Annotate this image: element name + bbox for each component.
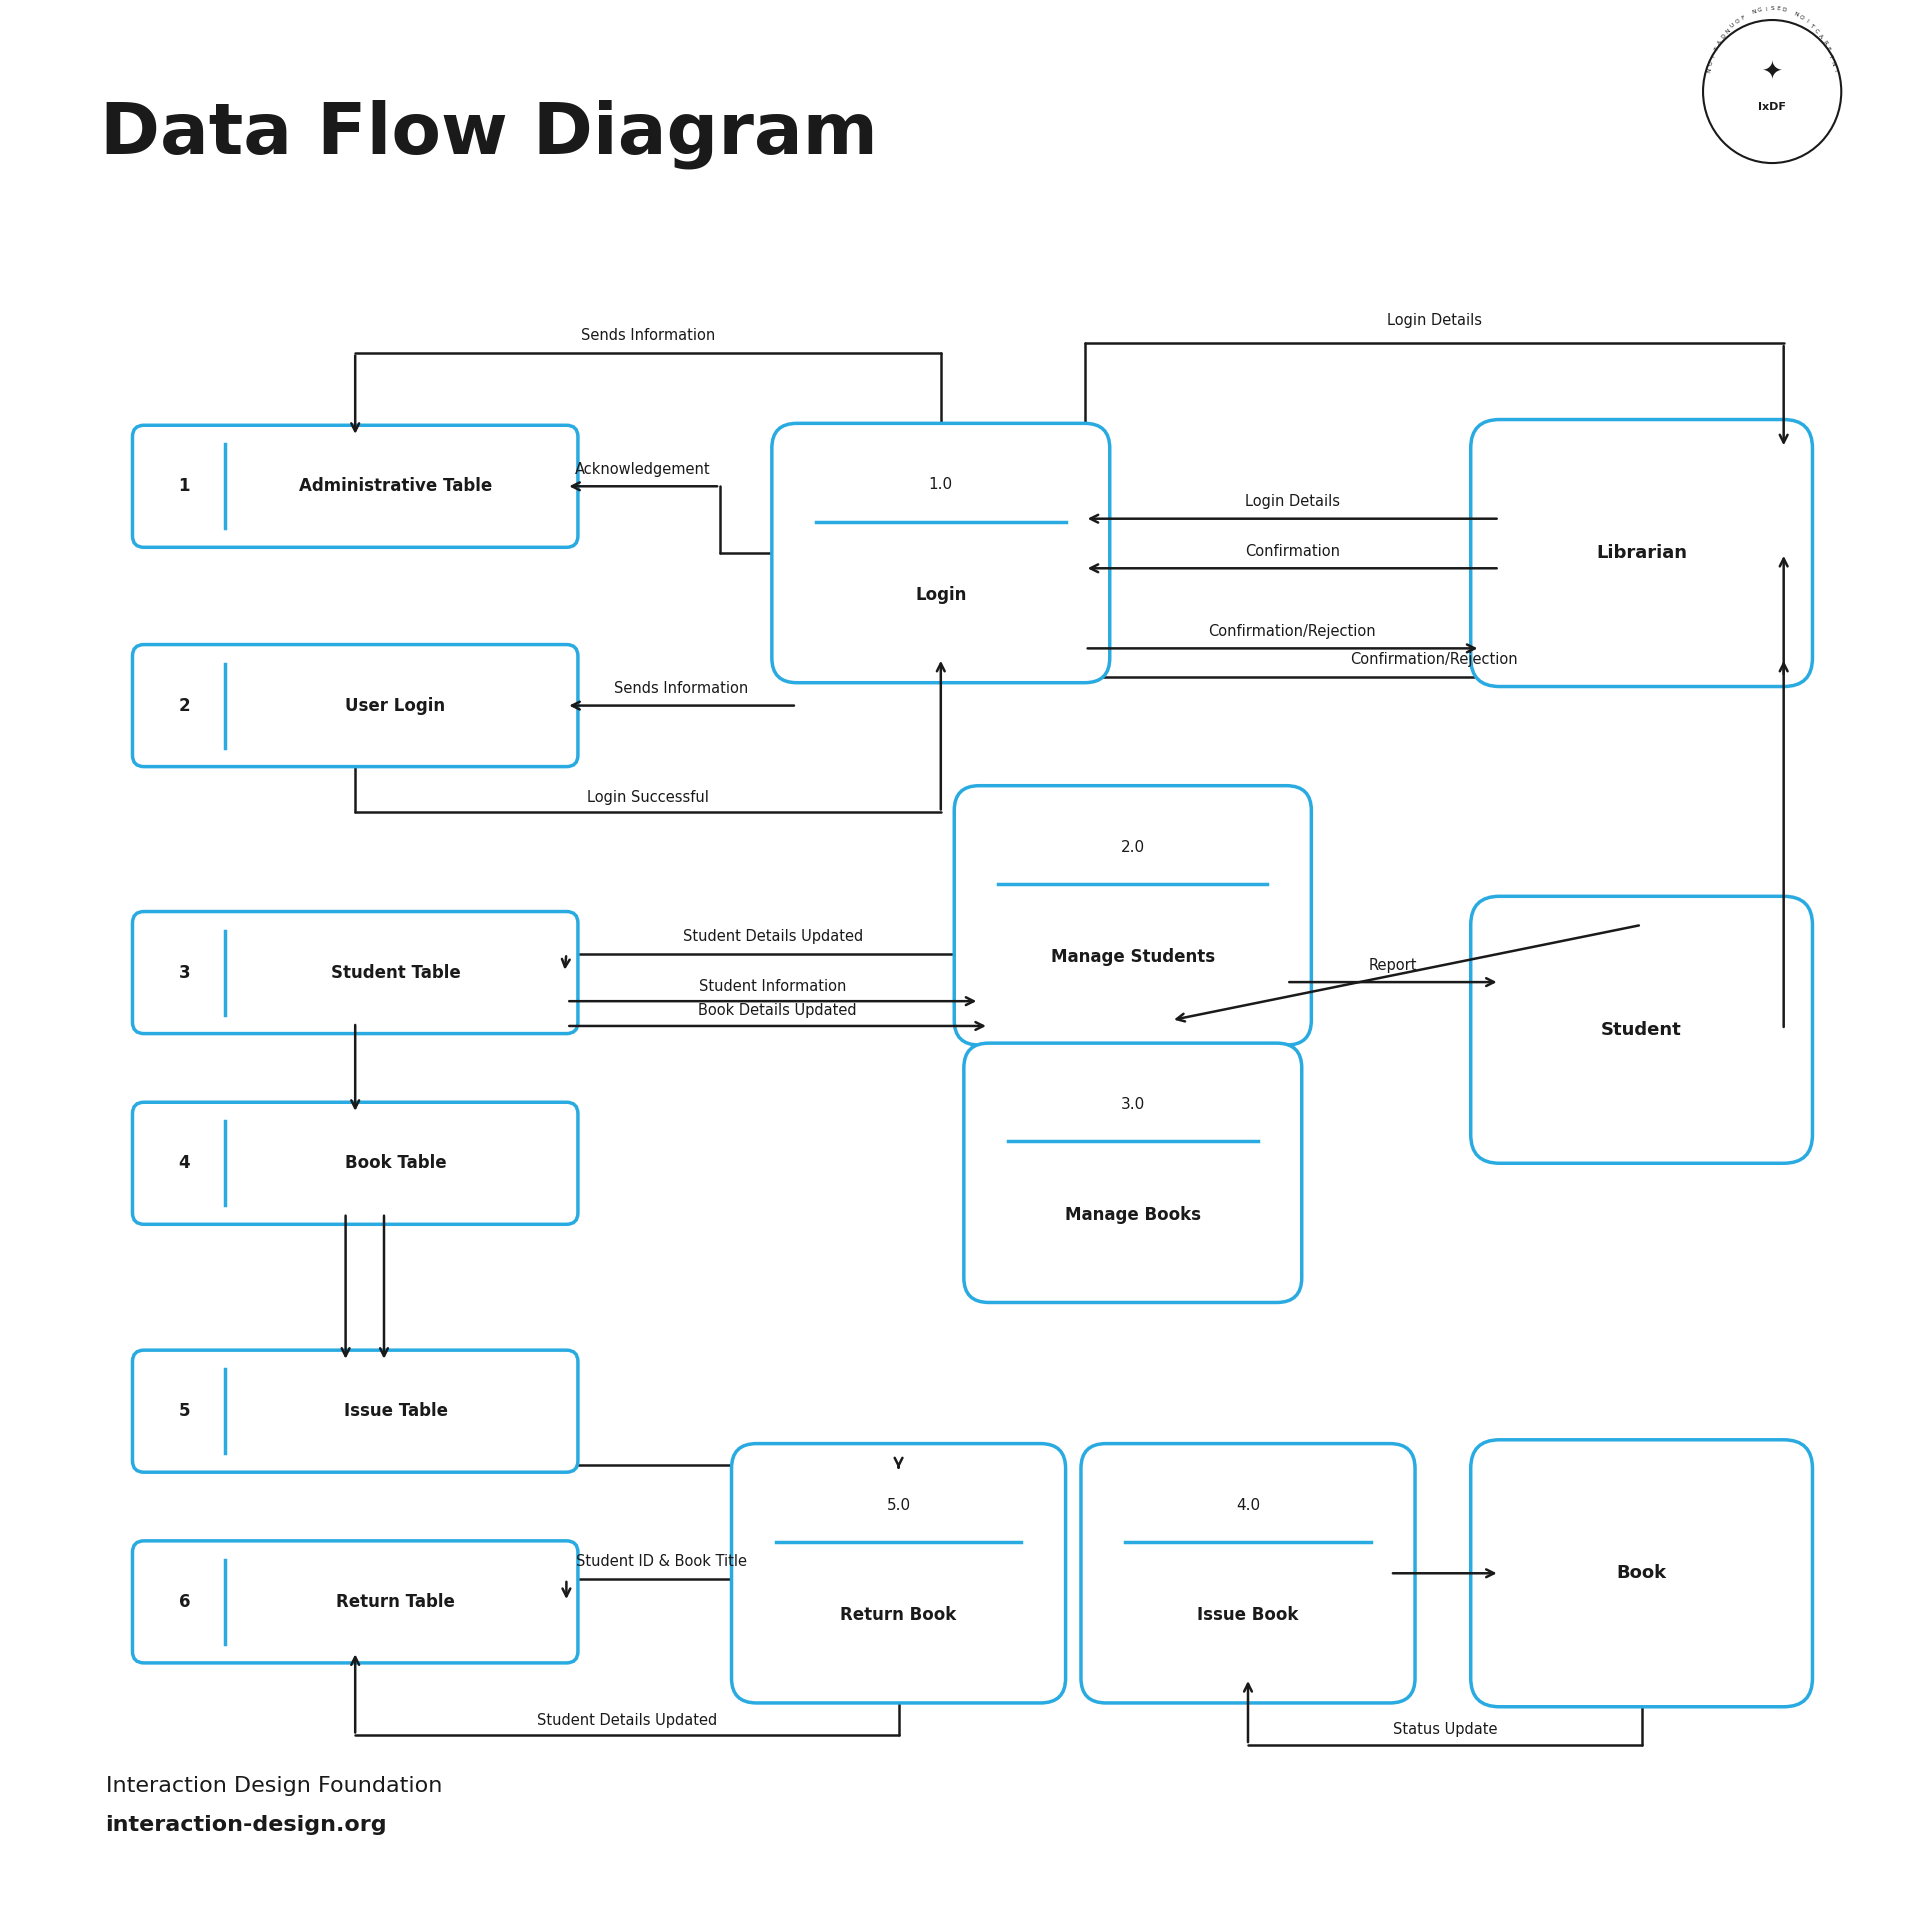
- Text: Administrative Table: Administrative Table: [300, 477, 492, 496]
- FancyBboxPatch shape: [1471, 420, 1812, 687]
- Text: Student Details Updated: Student Details Updated: [684, 929, 862, 944]
- Text: N: N: [1830, 61, 1836, 67]
- Text: Report: Report: [1369, 957, 1417, 973]
- Text: T: T: [1713, 46, 1720, 51]
- Text: Interaction Design Foundation: Interaction Design Foundation: [106, 1777, 442, 1796]
- FancyBboxPatch shape: [772, 423, 1110, 683]
- Text: Confirmation: Confirmation: [1244, 543, 1340, 559]
- FancyBboxPatch shape: [132, 1102, 578, 1224]
- Text: ✦: ✦: [1763, 61, 1782, 84]
- Text: Login Details: Login Details: [1244, 494, 1340, 509]
- Text: E: E: [1824, 46, 1832, 51]
- Text: T: T: [1809, 23, 1814, 29]
- Text: Issue Table: Issue Table: [344, 1402, 447, 1421]
- Text: A: A: [1818, 34, 1824, 40]
- Ellipse shape: [1703, 19, 1841, 164]
- Text: U: U: [1730, 23, 1736, 29]
- FancyBboxPatch shape: [132, 425, 578, 547]
- Text: Librarian: Librarian: [1596, 543, 1688, 563]
- Text: N: N: [1707, 69, 1713, 74]
- Text: R: R: [1820, 40, 1828, 46]
- Text: Student: Student: [1601, 1020, 1682, 1039]
- Text: Book Details Updated: Book Details Updated: [699, 1003, 856, 1018]
- Text: Student Details Updated: Student Details Updated: [538, 1712, 716, 1728]
- FancyBboxPatch shape: [954, 786, 1311, 1045]
- Text: Confirmation/Rejection: Confirmation/Rejection: [1350, 652, 1519, 667]
- FancyBboxPatch shape: [132, 645, 578, 767]
- Text: C: C: [1812, 29, 1820, 34]
- FancyBboxPatch shape: [1471, 1440, 1812, 1707]
- Text: A: A: [1716, 40, 1722, 46]
- Text: I: I: [1711, 55, 1716, 57]
- Text: Confirmation/Rejection: Confirmation/Rejection: [1208, 624, 1377, 639]
- Text: N: N: [1724, 29, 1732, 34]
- Text: Data Flow Diagram: Data Flow Diagram: [100, 99, 877, 168]
- Text: I: I: [1805, 19, 1809, 25]
- FancyBboxPatch shape: [732, 1444, 1066, 1703]
- FancyBboxPatch shape: [132, 912, 578, 1034]
- Text: S: S: [1770, 6, 1774, 11]
- Text: Login Details: Login Details: [1386, 313, 1482, 328]
- Text: Sends Information: Sends Information: [614, 681, 749, 696]
- Text: 1.0: 1.0: [929, 477, 952, 492]
- Text: 1: 1: [179, 477, 190, 496]
- Text: E: E: [1776, 6, 1780, 11]
- Text: O: O: [1799, 15, 1805, 21]
- Text: Student ID & Book Title: Student ID & Book Title: [576, 1554, 747, 1569]
- Text: Acknowledgement: Acknowledgement: [576, 461, 710, 477]
- Text: D: D: [1782, 8, 1788, 13]
- Text: G: G: [1757, 8, 1763, 13]
- Text: Issue Book: Issue Book: [1198, 1606, 1298, 1625]
- Text: O: O: [1709, 61, 1715, 67]
- Text: Book: Book: [1617, 1564, 1667, 1583]
- Text: interaction-design.org: interaction-design.org: [106, 1815, 388, 1835]
- Text: 6: 6: [179, 1592, 190, 1611]
- Text: I: I: [1832, 69, 1837, 72]
- Text: 4: 4: [179, 1154, 190, 1173]
- FancyBboxPatch shape: [132, 1541, 578, 1663]
- Text: Book Table: Book Table: [346, 1154, 445, 1173]
- Text: Login: Login: [916, 585, 966, 605]
- Text: I: I: [1764, 6, 1766, 11]
- Text: Login Successful: Login Successful: [588, 789, 708, 805]
- Text: IxDF: IxDF: [1759, 101, 1786, 113]
- Text: 4.0: 4.0: [1236, 1497, 1260, 1512]
- Text: N: N: [1793, 11, 1799, 17]
- Text: 2: 2: [179, 696, 190, 715]
- FancyBboxPatch shape: [132, 1350, 578, 1472]
- Text: 5.0: 5.0: [887, 1497, 910, 1512]
- Text: Student Table: Student Table: [330, 963, 461, 982]
- Text: O: O: [1734, 19, 1741, 25]
- Text: Status Update: Status Update: [1392, 1722, 1498, 1737]
- Text: User Login: User Login: [346, 696, 445, 715]
- Text: Student Information: Student Information: [699, 978, 847, 994]
- Text: 2.0: 2.0: [1121, 839, 1144, 854]
- Text: T: T: [1828, 53, 1834, 59]
- Text: 5: 5: [179, 1402, 190, 1421]
- Text: N: N: [1751, 10, 1757, 15]
- Text: F: F: [1740, 15, 1745, 21]
- Text: Manage Books: Manage Books: [1066, 1205, 1200, 1224]
- Text: 3: 3: [179, 963, 190, 982]
- FancyBboxPatch shape: [1471, 896, 1812, 1163]
- Text: Manage Students: Manage Students: [1050, 948, 1215, 967]
- Text: 3.0: 3.0: [1121, 1097, 1144, 1112]
- FancyBboxPatch shape: [1081, 1444, 1415, 1703]
- Text: Return Table: Return Table: [336, 1592, 455, 1611]
- Text: Return Book: Return Book: [841, 1606, 956, 1625]
- Text: D: D: [1720, 32, 1728, 40]
- FancyBboxPatch shape: [964, 1043, 1302, 1302]
- Text: Sends Information: Sends Information: [582, 328, 714, 343]
